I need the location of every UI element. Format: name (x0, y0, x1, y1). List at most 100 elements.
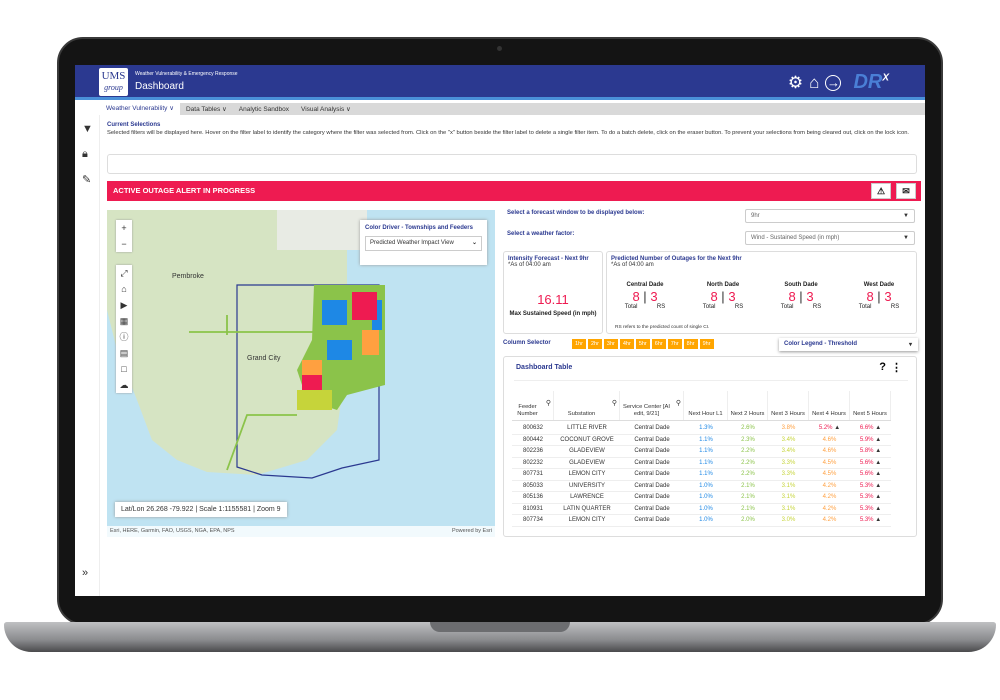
warning-button[interactable]: ⚠ (871, 183, 891, 199)
selections-box[interactable] (107, 154, 917, 174)
cell-value: 807731 (522, 471, 544, 478)
map-label-pembroke: Pembroke (172, 273, 204, 280)
table-row[interactable]: 805033 UNIVERSITY Central Dade 1.0% 2.1% 3.1%… (512, 481, 891, 492)
eraser-icon[interactable]: ✎ (82, 174, 92, 186)
table-cell: 2.3% (728, 437, 768, 443)
fullscreen-icon[interactable]: ⤢ (120, 268, 128, 278)
hour-button[interactable]: 1hr (572, 339, 586, 349)
table-cell: 1.0% (684, 483, 728, 489)
table-cell: 807731 (512, 471, 554, 477)
table-cell: 6.6% ▲ (850, 425, 891, 431)
nav-weather-vulnerability[interactable]: Weather Vulnerability ∨ (100, 103, 180, 115)
table-row[interactable]: 800442 COCONUT GROVE Central Dade 1.1% 2.3% 3… (512, 435, 891, 446)
cell-value: 4.6% (822, 436, 837, 443)
hour-button[interactable]: 4hr (619, 339, 634, 349)
table-cell: GLADEVIEW (554, 448, 620, 454)
expand-chevrons-icon[interactable]: » (82, 567, 89, 579)
table-header: Feeder Number ⚲ Substation ⚲ Service Center … (512, 391, 891, 421)
table-row[interactable]: 802236 GLADEVIEW Central Dade 1.1% 2.2% 3.4% 4… (512, 446, 891, 458)
weather-icon[interactable]: ☁ (119, 380, 129, 390)
cell-value: LAWRENCE (570, 494, 604, 501)
cell-value: LEMON CITY (568, 517, 606, 524)
table-row[interactable]: 805136 LAWRENCE Central Dade 1.0% 2.1% 3.1% 4.… (512, 492, 891, 504)
column-header[interactable]: Next 4 Hours (809, 391, 850, 420)
column-header[interactable]: Next 3 Hours (768, 391, 809, 420)
more-menu-icon[interactable]: ⋮ (891, 362, 902, 374)
cell-value: Central Dade (634, 436, 670, 443)
table-row[interactable]: 802232 GLADEVIEW Central Dade 1.1% 2.2% 3.3% 4… (512, 458, 891, 469)
outages-note: RS refers to the predicted count of sing… (615, 325, 710, 330)
cell-value: 3.4% (781, 448, 796, 455)
table-body: 800632 LITTLE RIVER Central Dade 1.3% 2.6% 3.… (512, 423, 891, 527)
table-cell: 4.2% (809, 517, 850, 523)
hour-button[interactable]: 8hr (683, 339, 698, 349)
play-icon[interactable]: ▶ (120, 300, 128, 310)
table-row[interactable]: 807734 LEMON CITY Central Dade 1.0% 2.0% 3.0%… (512, 515, 891, 527)
table-cell: 4.5% (809, 460, 850, 466)
warning-icon: ▲ (873, 436, 882, 443)
color-legend-dropdown[interactable]: Color Legend - Threshold ▾ (779, 338, 918, 351)
info-icon[interactable]: ⓘ (119, 332, 129, 342)
zoom-out-button[interactable]: − (121, 239, 127, 249)
column-header[interactable]: Substation ⚲ (554, 391, 620, 420)
warning-icon: ▲ (873, 517, 882, 524)
hour-button[interactable]: 3hr (603, 339, 618, 349)
color-driver-select[interactable]: Predicted Weather Impact View ⌄ (365, 236, 482, 251)
cell-value: 1.0% (699, 505, 713, 512)
urban-area (277, 210, 367, 250)
nav-visual-analysis[interactable]: Visual Analysis ∨ (301, 106, 351, 113)
settings-gear-icon[interactable]: ⚙ (787, 72, 804, 92)
table-row[interactable]: 810931 LATIN QUARTER Central Dade 1.0% 2.1% 3… (512, 504, 891, 515)
feeder-zone-yellow (297, 390, 332, 410)
land-area (107, 210, 357, 475)
cell-value: 800442 (522, 436, 544, 443)
warning-icon: ▲ (832, 425, 841, 432)
rs-label: RS (812, 304, 822, 310)
forecast-window-select[interactable]: 9hr ▼ (745, 209, 915, 223)
search-icon[interactable]: ⚲ (675, 400, 681, 407)
layers-icon[interactable]: ▤ (119, 348, 129, 358)
column-header[interactable]: Service Center [AI edit, 9/21] ⚲ (620, 391, 684, 420)
table-cell: 2.0% (728, 517, 768, 523)
filter-icon[interactable]: ▼ (82, 123, 93, 135)
basemap-icon[interactable]: ▦ (119, 316, 129, 326)
rs-count: 3 (650, 289, 658, 304)
cell-value: Central Dade (634, 448, 670, 455)
lock-icon[interactable]: 🔒︎ (82, 148, 88, 160)
column-header[interactable]: Feeder Number ⚲ (512, 391, 554, 420)
weather-factor-select[interactable]: Wind - Sustained Speed (in mph) ▼ (745, 231, 915, 245)
map[interactable]: Pembroke Grand City + − ⤢ ⌂ ▶ ▦ ⓘ ▤ □ ☁ C… (107, 210, 495, 537)
table-cell: 2.1% (728, 483, 768, 489)
powered-by[interactable]: Powered by Esri (451, 528, 492, 534)
cell-value: Central Dade (634, 482, 670, 489)
table-cell: 800442 (512, 437, 554, 443)
table-row[interactable]: 800632 LITTLE RIVER Central Dade 1.3% 2.6% 3.… (512, 423, 891, 435)
hour-button[interactable]: 6hr (651, 339, 666, 349)
hour-button[interactable]: 7hr (667, 339, 682, 349)
column-header[interactable]: Next Hour L1 (684, 391, 728, 420)
table-row[interactable]: 807731 LEMON CITY Central Dade 1.1% 2.2% 3.3%… (512, 469, 891, 481)
hour-button[interactable]: 5hr (635, 339, 650, 349)
select-icon[interactable]: □ (121, 364, 127, 374)
column-header[interactable]: Next 5 Hours (850, 391, 891, 420)
column-header[interactable]: Next 2 Hours (728, 391, 768, 420)
rs-label: RS (890, 304, 900, 310)
nav-analytic-sandbox[interactable]: Analytic Sandbox (238, 105, 289, 113)
table-cell: 805033 (512, 483, 554, 489)
nav-data-tables[interactable]: Data Tables ∨ (185, 106, 227, 113)
app-subtitle: Weather Vulnerability & Emergency Respon… (135, 71, 238, 77)
email-button[interactable]: ✉ (896, 183, 916, 199)
home-icon[interactable]: ⌂ (121, 284, 127, 294)
help-icon[interactable]: ? (879, 361, 886, 373)
zoom-in-button[interactable]: + (121, 223, 127, 233)
search-icon[interactable]: ⚲ (611, 400, 617, 407)
region-name: North Dade (706, 282, 740, 288)
home-icon[interactable]: ⌂ (809, 72, 820, 92)
page-title: Dashboard (135, 81, 184, 92)
search-icon[interactable]: ⚲ (545, 400, 551, 407)
cell-value: Central Dade (634, 517, 670, 524)
cell-value: 2.2% (741, 459, 755, 466)
logout-icon[interactable]: → (825, 74, 842, 91)
hour-button[interactable]: 2hr (587, 339, 602, 349)
hour-button[interactable]: 9hr (699, 339, 714, 349)
